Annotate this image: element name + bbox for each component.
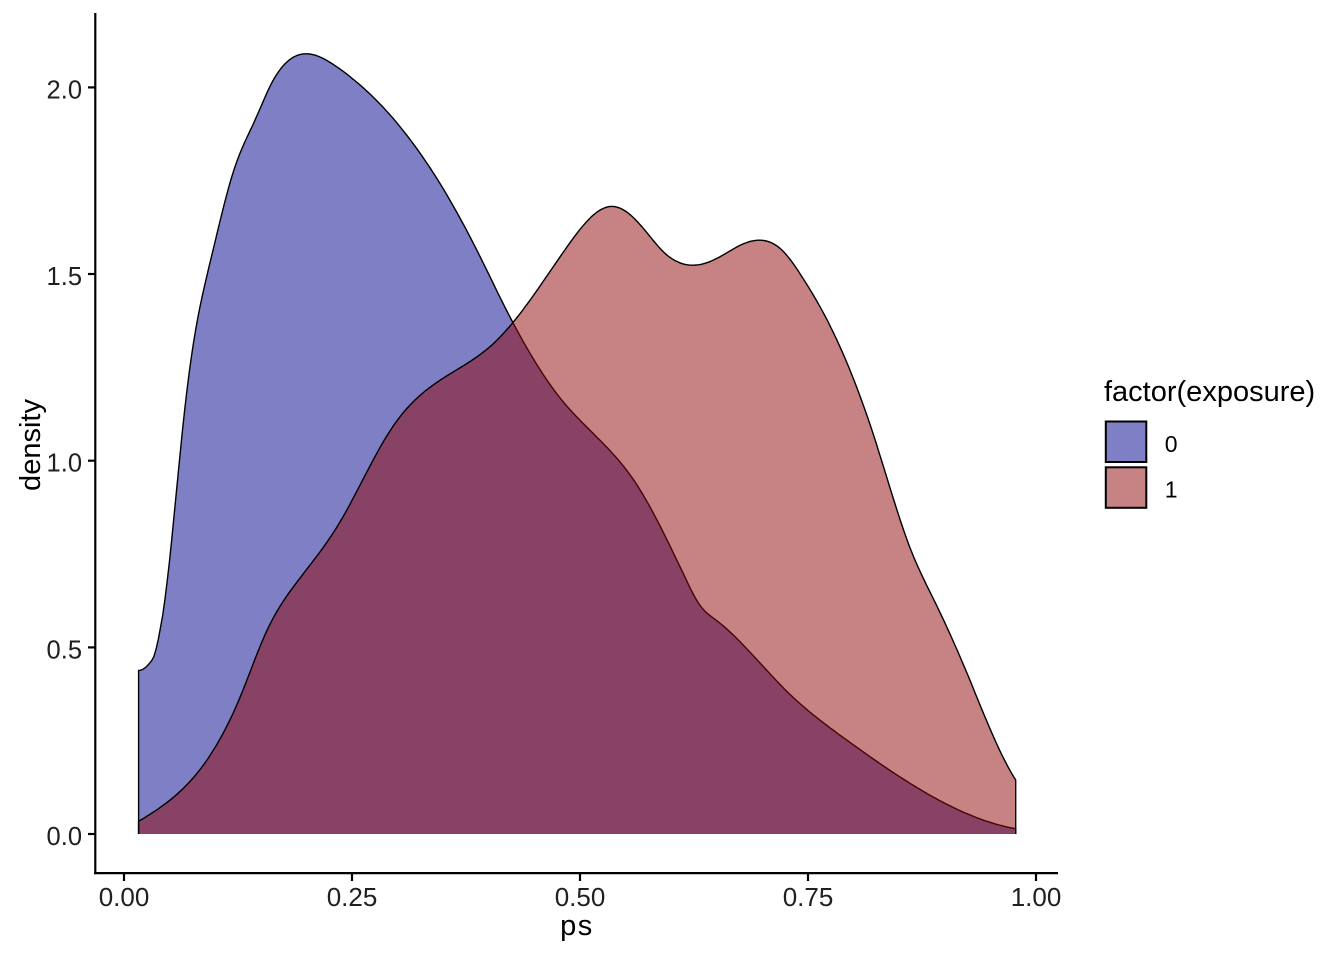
svg-text:0: 0 <box>1165 431 1178 457</box>
svg-text:1.0: 1.0 <box>47 450 82 478</box>
svg-text:1: 1 <box>1165 477 1178 503</box>
svg-text:factor(exposure): factor(exposure) <box>1104 376 1315 408</box>
svg-text:2.0: 2.0 <box>47 76 82 104</box>
svg-text:0.5: 0.5 <box>47 636 82 664</box>
svg-text:0.25: 0.25 <box>327 882 378 912</box>
svg-text:1.5: 1.5 <box>47 263 82 291</box>
svg-text:ps: ps <box>560 910 594 942</box>
svg-text:0.0: 0.0 <box>47 823 82 851</box>
svg-text:1.00: 1.00 <box>1011 882 1062 912</box>
svg-text:0.75: 0.75 <box>783 882 834 912</box>
svg-text:density: density <box>15 399 47 491</box>
svg-text:0.50: 0.50 <box>555 882 606 912</box>
svg-text:0.00: 0.00 <box>99 882 150 912</box>
